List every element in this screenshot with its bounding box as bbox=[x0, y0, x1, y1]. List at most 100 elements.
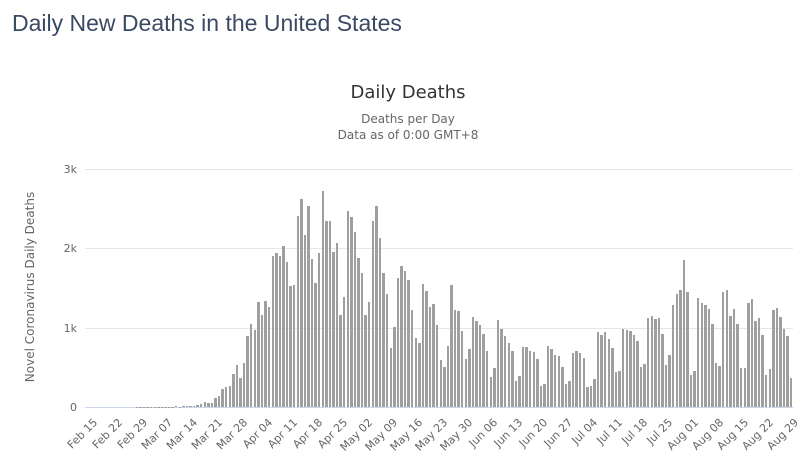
bar[interactable] bbox=[225, 387, 228, 407]
bar[interactable] bbox=[614, 372, 618, 407]
bar[interactable] bbox=[357, 257, 360, 407]
bar[interactable] bbox=[489, 377, 493, 407]
bar[interactable] bbox=[325, 221, 328, 407]
bar[interactable] bbox=[643, 364, 646, 407]
bar[interactable] bbox=[496, 320, 500, 407]
bar[interactable] bbox=[661, 334, 664, 407]
bar[interactable] bbox=[250, 323, 253, 407]
bar[interactable] bbox=[493, 367, 496, 407]
bar[interactable] bbox=[221, 389, 224, 407]
bar[interactable] bbox=[618, 371, 621, 407]
bar[interactable] bbox=[471, 317, 475, 407]
bar[interactable] bbox=[453, 309, 457, 407]
bar[interactable] bbox=[207, 403, 210, 407]
bar[interactable] bbox=[418, 342, 421, 407]
bar[interactable] bbox=[575, 351, 578, 407]
bar[interactable] bbox=[779, 317, 782, 407]
bar[interactable] bbox=[414, 338, 417, 407]
bar[interactable] bbox=[514, 380, 518, 407]
bar[interactable] bbox=[435, 324, 439, 407]
bar[interactable] bbox=[686, 291, 689, 407]
bar[interactable] bbox=[461, 330, 464, 407]
bar[interactable] bbox=[675, 293, 678, 407]
bar[interactable] bbox=[332, 251, 335, 407]
bar[interactable] bbox=[689, 375, 693, 407]
bar[interactable] bbox=[525, 346, 528, 407]
bar[interactable] bbox=[199, 403, 203, 407]
bar[interactable] bbox=[579, 353, 582, 407]
bar[interactable] bbox=[328, 221, 332, 407]
bar[interactable] bbox=[503, 336, 507, 407]
bar[interactable] bbox=[196, 405, 199, 407]
bar[interactable] bbox=[389, 347, 392, 407]
bar[interactable] bbox=[314, 283, 317, 407]
bar[interactable] bbox=[257, 302, 260, 407]
bar[interactable] bbox=[368, 301, 371, 407]
bar[interactable] bbox=[754, 321, 757, 407]
bar[interactable] bbox=[478, 325, 482, 407]
bar[interactable] bbox=[253, 330, 257, 407]
bar[interactable] bbox=[271, 255, 274, 407]
bar[interactable] bbox=[428, 306, 432, 407]
bar[interactable] bbox=[707, 309, 711, 407]
bar[interactable] bbox=[536, 359, 539, 407]
bar[interactable] bbox=[174, 406, 178, 407]
bar[interactable] bbox=[457, 310, 460, 407]
bar[interactable] bbox=[278, 256, 282, 407]
bar[interactable] bbox=[300, 199, 303, 407]
bar[interactable] bbox=[586, 386, 589, 407]
bar[interactable] bbox=[282, 245, 285, 407]
bar[interactable] bbox=[192, 405, 196, 407]
bar[interactable] bbox=[557, 355, 560, 407]
bar[interactable] bbox=[378, 238, 382, 407]
bar[interactable] bbox=[782, 329, 786, 407]
bar[interactable] bbox=[482, 333, 485, 407]
bar[interactable] bbox=[568, 380, 571, 407]
bar[interactable] bbox=[561, 366, 564, 407]
bar[interactable] bbox=[657, 318, 661, 407]
bar[interactable] bbox=[679, 289, 682, 407]
bar[interactable] bbox=[217, 395, 221, 407]
bar[interactable] bbox=[210, 403, 214, 407]
bar[interactable] bbox=[439, 360, 442, 407]
bar[interactable] bbox=[632, 334, 636, 407]
bar[interactable] bbox=[693, 371, 696, 407]
bar[interactable] bbox=[650, 315, 653, 407]
bar[interactable] bbox=[425, 291, 428, 407]
bar[interactable] bbox=[528, 350, 532, 407]
bar[interactable] bbox=[732, 308, 736, 407]
bar[interactable] bbox=[321, 190, 324, 407]
bar[interactable] bbox=[189, 406, 192, 407]
bar[interactable] bbox=[764, 374, 768, 407]
bar[interactable] bbox=[353, 232, 357, 407]
bar[interactable] bbox=[521, 346, 525, 407]
bar[interactable] bbox=[543, 383, 546, 407]
bar[interactable] bbox=[371, 220, 375, 407]
bar[interactable] bbox=[546, 346, 550, 407]
bar[interactable] bbox=[289, 285, 292, 407]
bar[interactable] bbox=[711, 323, 714, 407]
bar[interactable] bbox=[214, 398, 217, 407]
bar[interactable] bbox=[589, 385, 593, 407]
bar[interactable] bbox=[350, 217, 353, 407]
bar[interactable] bbox=[403, 270, 407, 407]
bar[interactable] bbox=[296, 216, 299, 407]
bar[interactable] bbox=[636, 340, 639, 407]
bar[interactable] bbox=[571, 353, 575, 407]
bar[interactable] bbox=[486, 350, 489, 407]
bar[interactable] bbox=[739, 368, 743, 407]
bar[interactable] bbox=[664, 364, 668, 407]
bar[interactable] bbox=[421, 283, 425, 407]
bar[interactable] bbox=[621, 329, 625, 407]
bar[interactable] bbox=[464, 359, 468, 407]
bar[interactable] bbox=[611, 347, 614, 407]
bar[interactable] bbox=[432, 304, 435, 407]
bar[interactable] bbox=[500, 328, 503, 407]
bar[interactable] bbox=[604, 331, 607, 407]
bar[interactable] bbox=[285, 261, 289, 407]
bar[interactable] bbox=[786, 335, 789, 407]
bar[interactable] bbox=[722, 291, 725, 407]
bar[interactable] bbox=[228, 385, 232, 407]
bar[interactable] bbox=[553, 355, 557, 407]
bar[interactable] bbox=[718, 365, 721, 407]
